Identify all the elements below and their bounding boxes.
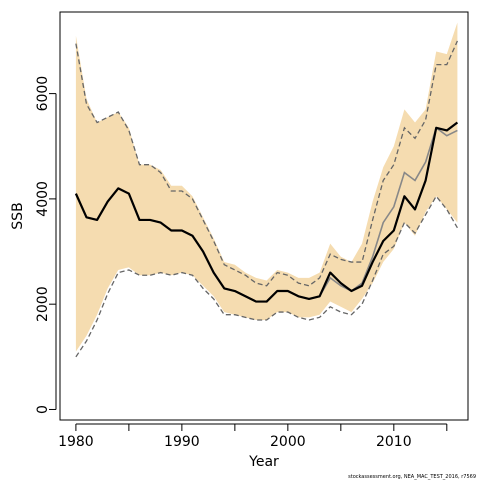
x-tick-label: 2000 xyxy=(270,434,306,450)
alternate-lower-line xyxy=(75,195,458,358)
y-tick-label: 4000 xyxy=(35,181,51,217)
y-tick-label: 2000 xyxy=(35,286,51,322)
y-tick-label: 6000 xyxy=(35,76,51,112)
x-tick-label: 2010 xyxy=(376,434,412,450)
x-tick-label: 1990 xyxy=(164,434,200,450)
y-axis: 0 2000 4000 6000 xyxy=(35,76,57,414)
ssb-estimate-line xyxy=(74,121,459,303)
plot-area xyxy=(74,22,459,358)
footnote: stockassessment.org, NEA_MAC_TEST_2016, … xyxy=(348,474,476,480)
x-axis-label: Year xyxy=(248,454,279,470)
confidence-band xyxy=(75,22,458,352)
x-tick-label: 1980 xyxy=(58,434,94,450)
alternate-upper-line xyxy=(75,40,458,287)
x-axis: 1980 1990 2000 2010 xyxy=(58,423,448,450)
y-axis-label: SSB xyxy=(10,202,26,229)
plot-frame xyxy=(59,11,469,421)
y-tick-label: 0 xyxy=(35,405,51,414)
